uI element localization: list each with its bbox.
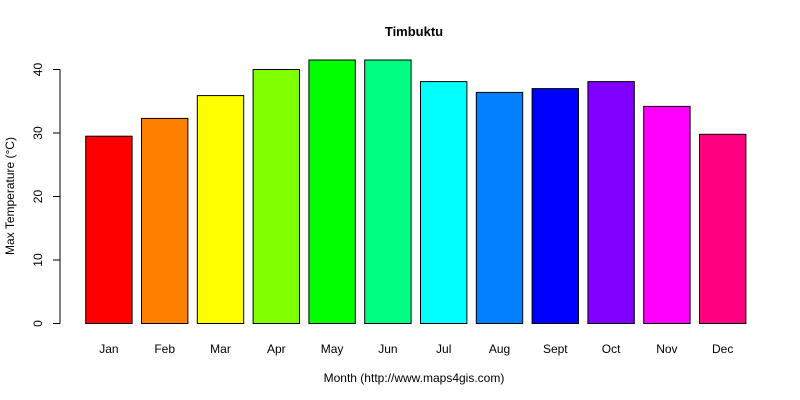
bar-mar [196,95,245,324]
bar-aug [475,91,524,325]
bar-jan [85,135,133,324]
bar-feb [141,117,189,325]
x-tick-label: Jan [99,342,118,356]
y-axis: 0 10 20 30 40 [31,63,61,327]
x-tick-label: Nov [656,342,677,356]
x-tick-label: Jun [378,342,397,356]
x-tick-label: May [321,342,344,356]
bar-oct [587,81,635,324]
y-tick-label: 40 [31,63,45,77]
y-tick-label: 30 [31,126,45,140]
x-tick-label: Feb [154,342,175,356]
x-tick-labels: Jan Feb Mar Apr May Jun Jul Aug Sept Oct Nov Dec [99,342,733,356]
x-tick-label: Jul [436,342,451,356]
x-tick-label: Sept [543,342,568,356]
bar-may [308,59,356,324]
y-tick-label: 20 [31,190,45,204]
y-axis-label: Max Temperature (°C) [3,137,17,255]
y-tick-label: 10 [31,253,45,267]
x-axis-label: Month (http://www.maps4gis.com) [324,371,505,385]
x-tick-label: Aug [489,342,510,356]
x-tick-label: Oct [602,342,621,356]
bar-sept [531,88,579,324]
bar-apr [252,69,301,324]
bar-jul [420,81,468,324]
x-tick-label: Dec [712,342,733,356]
bar-jun [364,59,412,324]
chart-title: Timbuktu [385,24,443,39]
x-tick-label: Mar [210,342,231,356]
bar-dec [699,133,747,324]
bars-group [85,59,747,325]
y-tick-label: 0 [31,320,45,327]
bar-nov [643,105,691,325]
x-tick-label: Apr [267,342,286,356]
